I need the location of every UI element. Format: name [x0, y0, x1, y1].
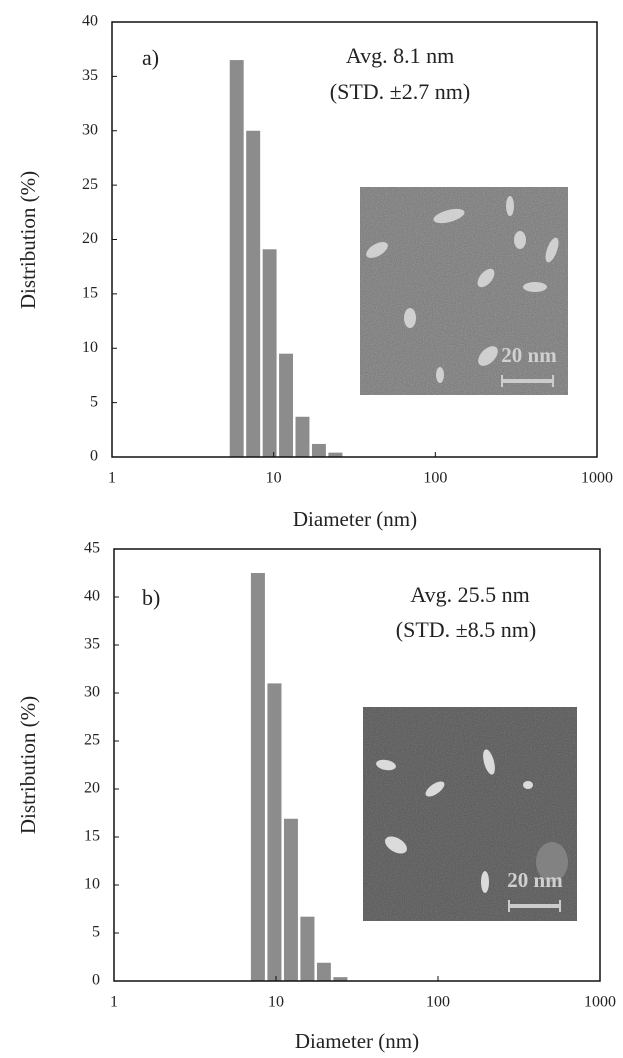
y-axis-label: Distribution (%) — [16, 171, 40, 309]
x-tick-label: 10 — [268, 994, 284, 1011]
x-tick-label: 1 — [108, 470, 116, 487]
bar — [300, 917, 314, 981]
y-tick-label: 35 — [84, 636, 100, 653]
y-tick-label: 15 — [82, 285, 98, 302]
scale-bar-label: 20 nm — [501, 343, 557, 367]
y-tick-label: 25 — [82, 176, 98, 193]
figure: 05101520253035401101001000Diameter (nm)D… — [0, 0, 623, 1058]
annotation: (STD. ±8.5 nm) — [396, 617, 536, 642]
annotation: (STD. ±2.7 nm) — [330, 79, 470, 104]
y-tick-label: 0 — [90, 448, 98, 465]
y-axis-label: Distribution (%) — [16, 696, 40, 834]
y-tick-label: 0 — [92, 972, 100, 989]
x-axis-label: Diameter (nm) — [293, 507, 417, 531]
annotation: Avg. 8.1 nm — [346, 43, 454, 68]
y-tick-label: 5 — [90, 393, 98, 410]
y-tick-label: 20 — [84, 780, 100, 797]
panel-label: a) — [142, 45, 159, 70]
y-tick-label: 25 — [84, 732, 100, 749]
x-tick-label: 100 — [423, 470, 447, 487]
bar — [279, 354, 293, 457]
bar — [246, 131, 260, 457]
y-tick-label: 35 — [82, 67, 98, 84]
bar — [230, 60, 244, 457]
y-tick-label: 10 — [84, 876, 100, 893]
annotation: Avg. 25.5 nm — [410, 582, 529, 607]
bar — [251, 573, 265, 981]
y-tick-label: 20 — [82, 230, 98, 247]
bar — [263, 249, 277, 457]
y-tick-label: 10 — [82, 339, 98, 356]
x-tick-label: 1000 — [581, 470, 613, 487]
x-tick-label: 100 — [426, 994, 450, 1011]
bar — [267, 683, 281, 981]
y-tick-label: 40 — [82, 13, 98, 30]
panel-label: b) — [142, 585, 160, 610]
bar — [284, 819, 298, 981]
bar — [317, 963, 331, 981]
y-tick-label: 45 — [84, 540, 100, 557]
scale-bar-label: 20 nm — [507, 868, 563, 892]
bar — [312, 444, 326, 457]
y-tick-label: 30 — [82, 121, 98, 138]
y-tick-label: 5 — [92, 924, 100, 941]
page: 05101520253035401101001000Diameter (nm)D… — [0, 0, 623, 1058]
y-tick-label: 30 — [84, 684, 100, 701]
x-axis-label: Diameter (nm) — [295, 1029, 419, 1053]
bar — [296, 417, 310, 457]
x-tick-label: 1000 — [584, 994, 616, 1011]
y-tick-label: 15 — [84, 828, 100, 845]
y-tick-label: 40 — [84, 588, 100, 605]
x-tick-label: 1 — [110, 994, 118, 1011]
x-tick-label: 10 — [266, 470, 282, 487]
